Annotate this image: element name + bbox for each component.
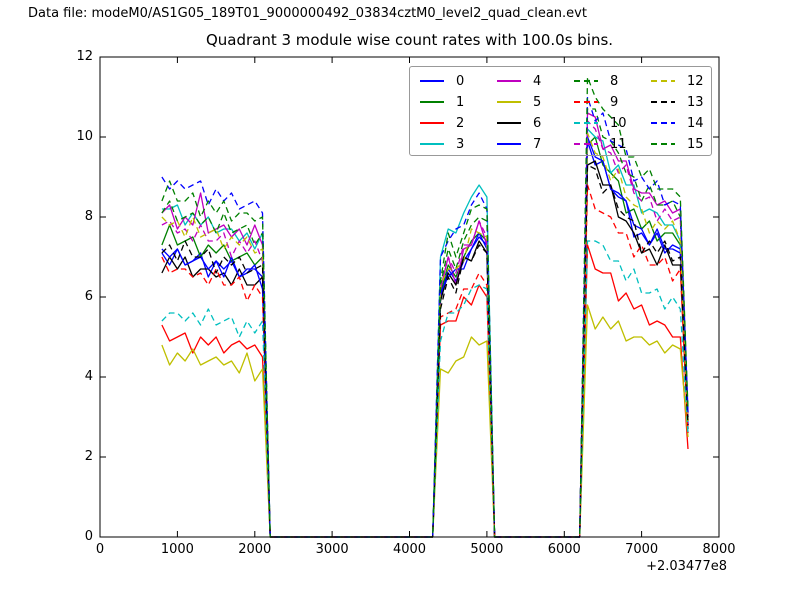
legend-label: 14 bbox=[687, 115, 704, 131]
series-line-6 bbox=[161, 160, 689, 538]
x-tick-label: 7000 bbox=[625, 542, 659, 557]
series-line-7 bbox=[161, 136, 689, 538]
legend-item-7: 7 bbox=[497, 134, 561, 155]
series-line-14 bbox=[161, 96, 689, 538]
legend-item-8: 8 bbox=[574, 71, 638, 92]
legend-item-14: 14 bbox=[651, 113, 715, 134]
series-line-13 bbox=[161, 164, 689, 538]
series-line-2 bbox=[161, 244, 689, 538]
x-tick-label: 0 bbox=[95, 542, 105, 557]
y-tick-label: 6 bbox=[84, 289, 93, 304]
legend-item-5: 5 bbox=[497, 92, 561, 113]
series-line-1 bbox=[161, 136, 689, 538]
y-tick-label: 12 bbox=[76, 49, 93, 64]
series-line-9 bbox=[161, 184, 689, 538]
series-line-8 bbox=[161, 108, 689, 538]
legend-line-sample bbox=[497, 143, 521, 145]
series-line-10 bbox=[161, 240, 689, 538]
y-tick-label: 4 bbox=[84, 369, 93, 384]
legend-label: 8 bbox=[610, 73, 619, 89]
series-line-15 bbox=[161, 76, 689, 538]
legend-line-sample bbox=[651, 143, 675, 145]
legend-line-sample bbox=[420, 80, 444, 82]
series-line-12 bbox=[161, 132, 689, 538]
legend-label: 2 bbox=[456, 115, 465, 131]
legend-line-sample bbox=[497, 101, 521, 103]
legend: 0 1 2 3 4 5 6 7 8 9 10 11 12 13 14 15 bbox=[409, 66, 712, 156]
series-line-11 bbox=[161, 120, 689, 538]
legend-label: 0 bbox=[456, 73, 465, 89]
legend-label: 1 bbox=[456, 94, 465, 110]
legend-line-sample bbox=[420, 101, 444, 103]
legend-label: 6 bbox=[533, 115, 542, 131]
chart-title: Quadrant 3 module wise count rates with … bbox=[205, 31, 614, 49]
legend-label: 10 bbox=[610, 115, 627, 131]
legend-item-0: 0 bbox=[420, 71, 484, 92]
series-line-5 bbox=[161, 304, 689, 538]
legend-item-4: 4 bbox=[497, 71, 561, 92]
legend-line-sample bbox=[574, 122, 598, 124]
legend-item-15: 15 bbox=[651, 134, 715, 155]
legend-line-sample bbox=[651, 101, 675, 103]
x-axis-offset-label: +2.03477e8 bbox=[646, 559, 727, 574]
legend-line-sample bbox=[574, 80, 598, 82]
x-tick-label: 6000 bbox=[547, 542, 581, 557]
legend-item-10: 10 bbox=[574, 113, 638, 134]
legend-item-6: 6 bbox=[497, 113, 561, 134]
legend-line-sample bbox=[574, 143, 598, 145]
legend-line-sample bbox=[651, 122, 675, 124]
legend-line-sample bbox=[574, 101, 598, 103]
legend-label: 9 bbox=[610, 94, 619, 110]
legend-label: 3 bbox=[456, 136, 465, 152]
x-tick-label: 5000 bbox=[470, 542, 504, 557]
legend-line-sample bbox=[497, 122, 521, 124]
datafile-label: Data file: modeM0/AS1G05_189T01_90000004… bbox=[28, 6, 587, 21]
legend-label: 5 bbox=[533, 94, 542, 110]
y-tick-label: 2 bbox=[84, 449, 93, 464]
legend-item-1: 1 bbox=[420, 92, 484, 113]
legend-line-sample bbox=[420, 122, 444, 124]
legend-line-sample bbox=[497, 80, 521, 82]
x-tick-label: 2000 bbox=[238, 542, 272, 557]
legend-item-11: 11 bbox=[574, 134, 638, 155]
legend-label: 11 bbox=[610, 136, 627, 152]
legend-label: 4 bbox=[533, 73, 542, 89]
series-line-0 bbox=[161, 140, 689, 538]
y-tick-label: 10 bbox=[76, 129, 93, 144]
x-tick-label: 4000 bbox=[392, 542, 427, 557]
legend-item-3: 3 bbox=[420, 134, 484, 155]
x-tick-label: 1000 bbox=[160, 542, 194, 557]
legend-item-9: 9 bbox=[574, 92, 638, 113]
legend-line-sample bbox=[420, 143, 444, 145]
legend-line-sample bbox=[651, 80, 675, 82]
legend-label: 15 bbox=[687, 136, 704, 152]
x-tick-label: 8000 bbox=[702, 542, 736, 557]
y-tick-label: 8 bbox=[84, 209, 93, 224]
y-tick-label: 0 bbox=[84, 529, 93, 544]
legend-label: 12 bbox=[687, 73, 704, 89]
legend-label: 13 bbox=[687, 94, 704, 110]
x-tick-label: 3000 bbox=[315, 542, 349, 557]
legend-item-2: 2 bbox=[420, 113, 484, 134]
legend-item-12: 12 bbox=[651, 71, 715, 92]
legend-item-13: 13 bbox=[651, 92, 715, 113]
legend-label: 7 bbox=[533, 136, 542, 152]
